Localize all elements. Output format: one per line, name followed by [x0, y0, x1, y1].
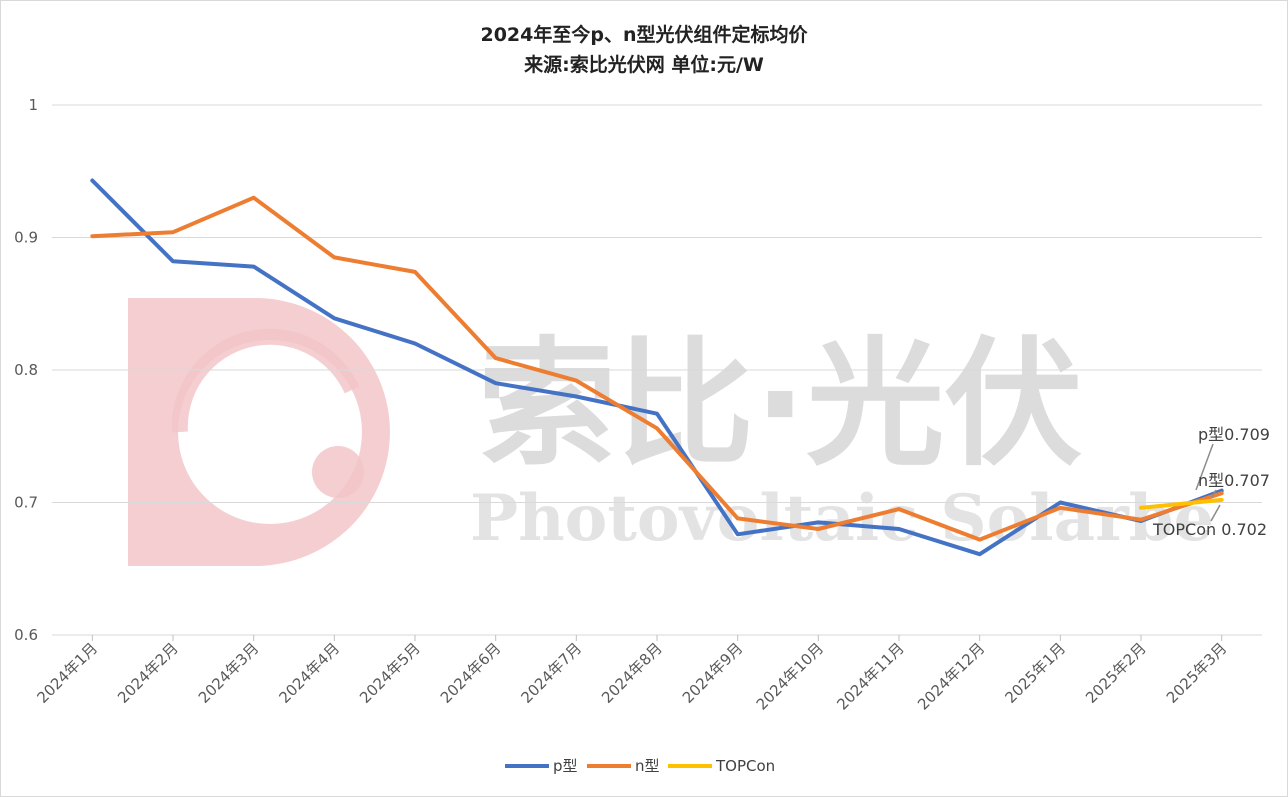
x-tick-label: 2024年1月 [33, 639, 101, 707]
x-tick-label: 2024年4月 [275, 639, 343, 707]
series-line-2 [1139, 497, 1224, 510]
x-tick-label: 2024年6月 [437, 639, 505, 707]
y-tick-label: 0.6 [14, 626, 38, 644]
x-tick-label: 2025年3月 [1163, 639, 1231, 707]
x-tick-label: 2024年7月 [517, 639, 585, 707]
annotations: p型0.709 n型0.707 TOPCon 0.702 [1152, 425, 1270, 539]
legend-label-2: TOPCon [715, 757, 775, 775]
annotation-n: n型0.707 [1198, 471, 1270, 490]
x-tick-label: 2024年11月 [833, 639, 907, 713]
x-tick-label: 2025年1月 [1001, 639, 1069, 707]
chart-subtitle: 来源:索比光伏网 单位:元/W [524, 54, 764, 76]
legend: p型 n型 TOPCon [505, 757, 775, 775]
x-tick-label: 2024年5月 [356, 639, 424, 707]
series-line-1 [90, 195, 1224, 542]
y-tick-label: 1 [28, 96, 38, 114]
watermark-en-text: Photovoltaic Solarbe [470, 481, 1214, 556]
x-tick-label: 2025年2月 [1082, 639, 1150, 707]
annotation-leader-p [1195, 443, 1214, 491]
x-tick-labels: 2024年1月 2024年2月 2024年3月 2024年4月 2024年5月 2024年… [33, 639, 1230, 713]
annotation-leader-n [1211, 489, 1217, 498]
x-tick-label: 2024年8月 [598, 639, 666, 707]
y-tick-label: 0.8 [14, 361, 38, 379]
watermark-cn-text: 索比·光伏 [478, 324, 1082, 485]
series-lines [90, 178, 1224, 557]
x-tick-label: 2024年12月 [914, 639, 988, 713]
x-tick-label: 2024年2月 [114, 639, 182, 707]
annotation-leader-topcon [1210, 504, 1221, 522]
x-tick-label: 2024年9月 [679, 639, 747, 707]
watermark: 索比·光伏 Photovoltaic Solarbe [128, 298, 1214, 566]
legend-label-0: p型 [553, 757, 578, 775]
chart-title: 2024年至今p、n型光伏组件定标均价 [480, 24, 808, 46]
y-tick-label: 0.7 [14, 494, 38, 512]
y-tick-labels: 0.6 0.7 0.8 0.9 1 [14, 96, 38, 644]
annotation-p: p型0.709 [1198, 425, 1270, 444]
x-tick-label: 2024年3月 [195, 639, 263, 707]
watermark-logo [128, 298, 390, 566]
x-tick-label: 2024年10月 [753, 639, 827, 713]
y-tick-label: 0.9 [14, 229, 38, 247]
annotation-topcon: TOPCon 0.702 [1152, 520, 1267, 539]
legend-label-1: n型 [635, 757, 660, 775]
